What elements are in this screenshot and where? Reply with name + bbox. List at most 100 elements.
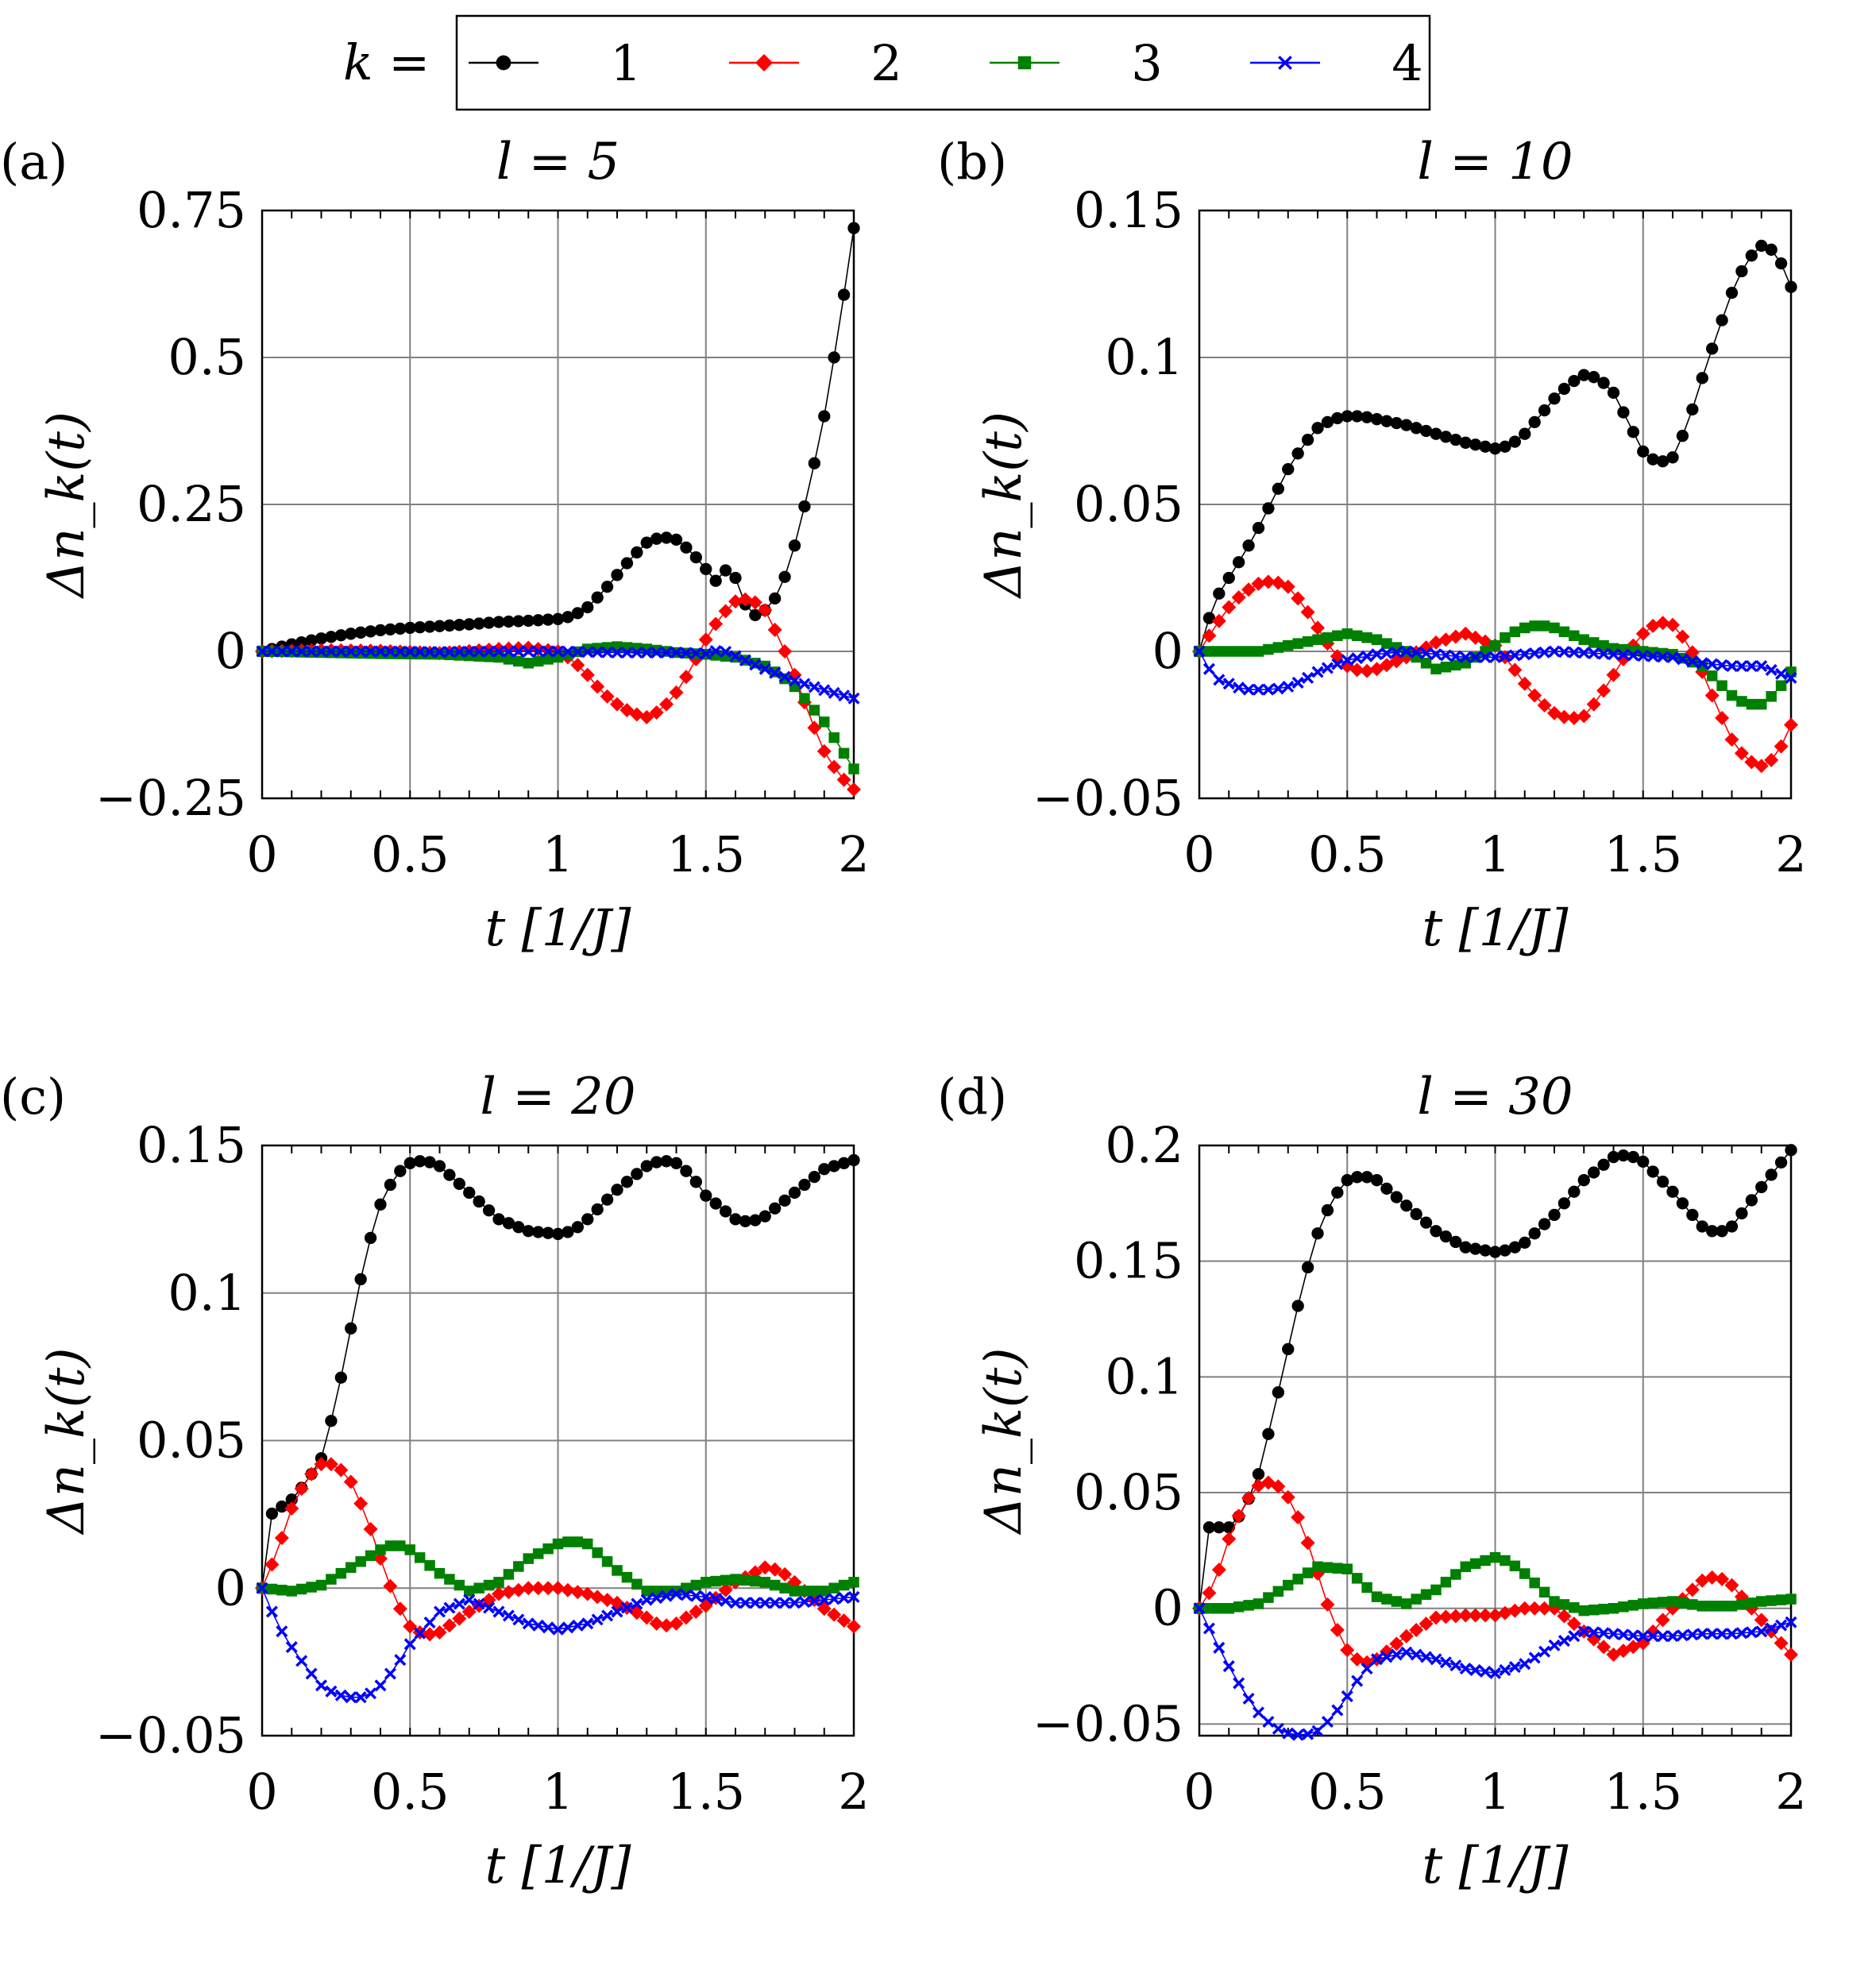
data-point — [532, 614, 545, 627]
data-point — [1597, 1158, 1610, 1171]
data-point — [383, 1578, 398, 1593]
data-point — [1300, 1535, 1315, 1551]
data-point — [295, 645, 308, 658]
data-point — [1774, 257, 1788, 270]
data-point — [414, 1155, 427, 1168]
data-point — [1410, 1648, 1422, 1661]
data-point — [502, 615, 515, 628]
data-point — [512, 645, 525, 658]
data-point — [698, 632, 713, 647]
series-3 — [1194, 1551, 1797, 1617]
data-point — [512, 615, 525, 628]
y-tick-label: 0.1 — [168, 1264, 246, 1322]
data-point — [659, 1618, 674, 1633]
data-point — [1469, 438, 1482, 451]
data-point — [689, 1176, 702, 1188]
data-point — [562, 611, 574, 624]
data-point — [1517, 676, 1532, 691]
data-point — [1755, 239, 1768, 253]
data-point — [492, 1605, 505, 1618]
data-point — [1213, 1641, 1226, 1654]
data-point — [503, 1569, 515, 1580]
data-point — [473, 617, 485, 630]
data-point — [612, 1565, 623, 1576]
data-point — [532, 655, 544, 667]
data-point — [1646, 1630, 1659, 1643]
data-point — [541, 1581, 556, 1596]
data-point — [1340, 1643, 1355, 1658]
data-point — [1775, 1619, 1788, 1632]
panel-title: l = 20 — [480, 1068, 635, 1126]
data-point — [1656, 1175, 1669, 1188]
data-point — [334, 1371, 347, 1384]
data-point — [1262, 502, 1275, 515]
data-point — [1300, 605, 1315, 620]
legend-entry-4: 4 — [1250, 34, 1423, 92]
data-point — [788, 674, 801, 687]
data-point — [1370, 413, 1384, 426]
data-point — [631, 646, 643, 659]
data-point — [354, 645, 367, 658]
y-tick-label: 0.05 — [1074, 1463, 1183, 1521]
data-point — [1222, 1532, 1237, 1547]
data-point — [414, 645, 427, 659]
data-point — [522, 614, 535, 628]
data-point — [392, 1601, 407, 1617]
data-point — [453, 1177, 465, 1190]
data-point — [591, 1613, 604, 1626]
data-point — [1716, 1601, 1727, 1612]
data-point — [778, 570, 791, 583]
data-point — [1311, 1725, 1324, 1737]
data-point — [443, 646, 456, 659]
data-point — [315, 645, 328, 658]
data-point — [1754, 1613, 1769, 1628]
data-point — [1696, 1220, 1708, 1233]
data-point — [1500, 632, 1511, 643]
data-point — [847, 1619, 861, 1634]
data-point — [1735, 1627, 1748, 1640]
data-point — [492, 616, 505, 628]
data-point — [483, 1601, 496, 1614]
data-point — [326, 1574, 337, 1585]
data-point — [1784, 717, 1798, 732]
data-point — [1519, 1658, 1531, 1671]
data-point — [1488, 1246, 1502, 1258]
data-point — [669, 1616, 684, 1631]
data-point — [700, 1590, 712, 1603]
data-point — [345, 1322, 357, 1335]
data-point — [345, 1691, 357, 1704]
data-point — [295, 1655, 308, 1667]
data-point — [1696, 372, 1708, 384]
data-point — [1676, 430, 1689, 442]
data-point — [1203, 1602, 1215, 1614]
data-point — [1588, 1166, 1600, 1179]
data-point — [808, 1594, 820, 1607]
data-point — [1280, 579, 1295, 594]
series-2 — [1192, 1475, 1798, 1670]
data-point — [1647, 1597, 1658, 1609]
data-point — [1351, 1171, 1364, 1184]
data-point — [1756, 698, 1767, 710]
data-point — [1440, 661, 1452, 673]
data-point — [718, 1582, 733, 1597]
data-point — [649, 1616, 664, 1631]
data-point — [689, 550, 702, 564]
data-point — [1390, 1191, 1403, 1203]
data-point — [1508, 649, 1521, 662]
data-point — [433, 620, 446, 632]
data-point — [454, 1579, 465, 1591]
data-point — [728, 594, 743, 609]
data-point — [1458, 1608, 1473, 1623]
data-point — [1390, 646, 1403, 659]
data-point — [659, 697, 674, 712]
data-point — [1381, 1593, 1392, 1605]
data-point — [1263, 643, 1274, 655]
data-point — [1419, 1216, 1433, 1229]
data-point — [522, 1617, 535, 1630]
data-point — [1420, 658, 1432, 669]
data-point — [551, 1227, 565, 1241]
data-point — [1222, 571, 1235, 585]
data-point — [1468, 1608, 1483, 1623]
data-point — [788, 1597, 801, 1609]
data-point — [1361, 632, 1372, 643]
